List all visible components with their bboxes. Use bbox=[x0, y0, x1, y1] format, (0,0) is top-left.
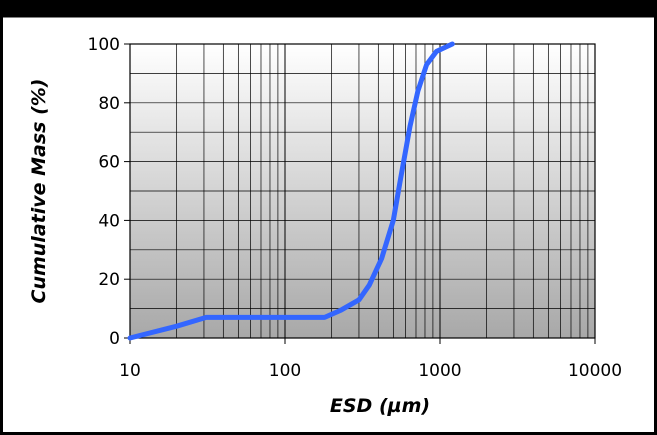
x-tick-label: 10000 bbox=[568, 361, 622, 381]
y-tick-label: 100 bbox=[88, 35, 120, 55]
y-tick-label: 60 bbox=[98, 153, 120, 173]
y-axis-title: Cumulative Mass (%) bbox=[28, 79, 50, 304]
y-tick-label: 0 bbox=[109, 329, 120, 349]
x-tick-label: 100 bbox=[269, 361, 301, 381]
y-tick-label: 20 bbox=[98, 270, 120, 290]
y-tick-label: 40 bbox=[98, 211, 120, 231]
series-layer bbox=[127, 41, 455, 341]
x-tick-labels: 10 100 1000 10000 bbox=[119, 338, 622, 381]
y-tick-label: 80 bbox=[98, 94, 120, 114]
plot-border bbox=[129, 43, 596, 339]
x-tick-label: 1000 bbox=[418, 361, 461, 381]
y-tick-labels: 0 20 40 60 80 100 bbox=[88, 35, 130, 349]
gridlines bbox=[130, 44, 595, 338]
x-axis-title: ESD (µm) bbox=[330, 395, 430, 417]
x-tick-label: 10 bbox=[119, 361, 141, 381]
series-line bbox=[127, 41, 455, 341]
top-strip bbox=[1, 1, 656, 18]
